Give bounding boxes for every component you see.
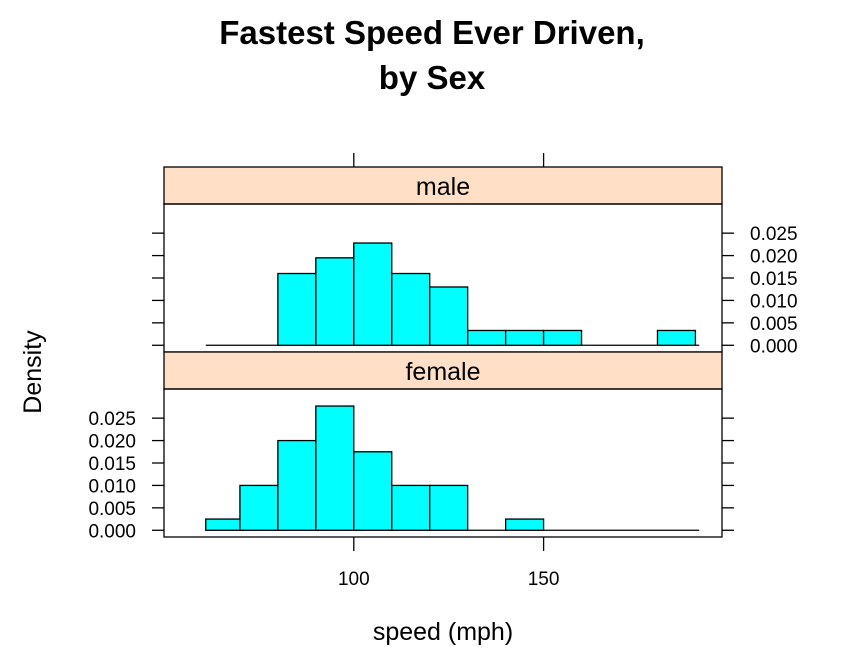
panel-male: male: [163, 166, 723, 353]
y-tick-label-male-3: 0.015: [750, 269, 798, 290]
panel-female: female: [163, 351, 723, 538]
panels-group: male female: [163, 166, 723, 538]
y-tick-label-female-3: 0.015: [88, 454, 136, 475]
chart-title-line-1: Fastest Speed Ever Driven,: [219, 14, 645, 51]
bar-female-7: [504, 518, 545, 531]
y-tick-label-female-1: 0.005: [88, 499, 136, 520]
strip-male: [163, 166, 723, 205]
ticks-group: 0.0000.0050.0100.0150.0200.0250.0000.005…: [88, 153, 798, 590]
y-tick-label-female-2: 0.010: [88, 476, 136, 497]
y-tick-label-male-4: 0.020: [750, 247, 798, 268]
bar-male-1: [315, 257, 355, 346]
bar-female-0: [205, 518, 245, 531]
bar-male-5: [467, 329, 507, 346]
bar-male-7: [542, 329, 583, 346]
y-tick-label-male-5: 0.025: [750, 224, 798, 245]
bar-female-6: [429, 484, 469, 531]
y-tick-label-female-0: 0.000: [88, 521, 136, 542]
y-tick-label-female-5: 0.025: [88, 409, 136, 430]
bar-female-5: [391, 484, 431, 531]
bar-female-3: [315, 405, 355, 531]
bar-male-4: [429, 286, 469, 346]
strip-label-female: female: [405, 358, 480, 386]
bar-female-4: [353, 451, 393, 531]
strip-female: [163, 351, 723, 390]
y-tick-label-male-0: 0.000: [750, 336, 798, 357]
strip-label-male: male: [416, 173, 470, 201]
bar-male-0: [277, 272, 317, 346]
y-tick-label-male-2: 0.010: [750, 291, 798, 312]
bar-male-2: [353, 242, 393, 346]
x-tick-label-1: 150: [528, 569, 560, 590]
x-tick-label-0: 100: [338, 569, 370, 590]
y-tick-label-male-1: 0.005: [750, 314, 798, 335]
bar-male-6: [504, 329, 545, 346]
y-axis-label: Density: [19, 330, 47, 414]
bar-female-1: [239, 484, 279, 531]
bar-male-3: [391, 272, 431, 346]
bar-male-8: [656, 329, 697, 346]
y-tick-label-female-4: 0.020: [88, 432, 136, 453]
bar-female-2: [277, 439, 317, 531]
chart-title-line-2: by Sex: [379, 59, 486, 96]
x-axis-label: speed (mph): [373, 618, 513, 646]
